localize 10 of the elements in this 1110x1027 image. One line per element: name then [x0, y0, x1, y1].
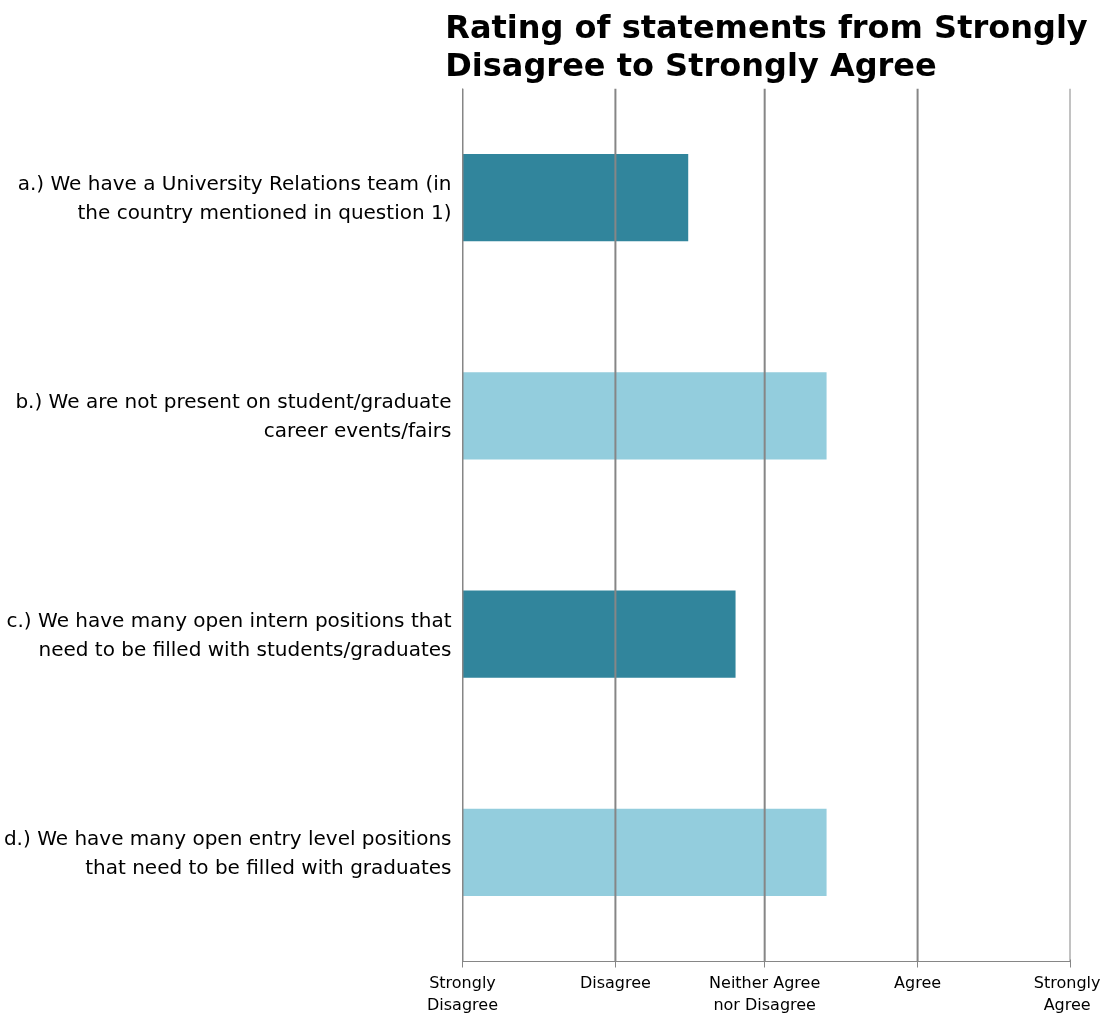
y-tick-label: b.) We are not present on student/graduate career events/fairs — [15, 389, 452, 443]
y-tick-label: d.) We have many open entry level positions that need to be filled with graduates — [3, 825, 452, 879]
ref-line-label: Neither Agree nor Disagree — [709, 972, 821, 1015]
y-tick-label: c.) We have many open intern positions that need to be filled with students/graduates — [6, 607, 452, 661]
chart-title: Rating of statements from Strongly Disagree to Strongly Agree — [445, 7, 1088, 84]
ref-line-label: Strongly Disagree — [427, 972, 498, 1015]
ref-line-label: Strongly Agree — [1033, 972, 1101, 1015]
ref-line-label: Agree — [894, 972, 942, 992]
ref-line-label: Disagree — [579, 972, 651, 992]
y-tick-label: a.) We have a University Relations team (in the country mentioned in question 1) — [17, 171, 452, 225]
